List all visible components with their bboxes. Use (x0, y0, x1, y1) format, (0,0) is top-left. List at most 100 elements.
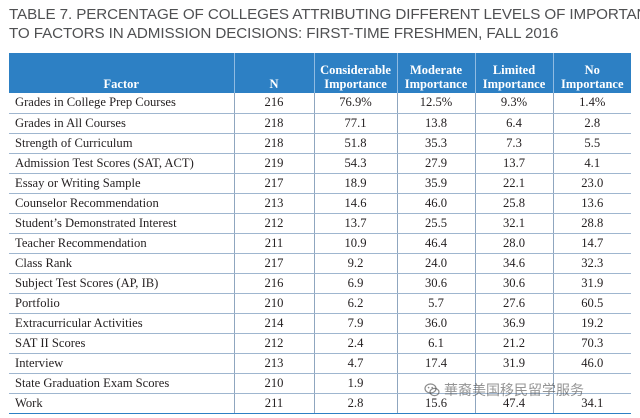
considerable-cell: 51.8 (314, 133, 398, 154)
no-importance-cell: 14.7 (553, 233, 631, 254)
limited-cell: 6.4 (475, 113, 554, 134)
header-label: Importance (324, 77, 387, 91)
moderate-cell: 35.9 (397, 173, 476, 194)
no-importance-cell: 31.9 (553, 273, 631, 294)
considerable-cell: 76.9% (314, 93, 398, 114)
factor-cell: Grades in All Courses (9, 113, 235, 134)
considerable-cell: 10.9 (314, 233, 398, 254)
header-label: N (269, 77, 279, 91)
n-cell: 211 (234, 233, 315, 254)
no-importance-cell: 60.5 (553, 293, 631, 314)
table-row: Grades in All Courses 218 77.1 13.8 6.4 2.8 (9, 113, 631, 134)
caption-line-2: TO FACTORS IN ADMISSION DECISIONS: FIRST… (9, 25, 559, 42)
header-label: Importance (561, 77, 624, 91)
header-label: Factor (103, 77, 139, 91)
limited-cell: 21.2 (475, 333, 554, 354)
limited-cell: 9.3% (475, 93, 554, 114)
no-importance-cell: 19.2 (553, 313, 631, 334)
limited-cell: 28.0 (475, 233, 554, 254)
limited-cell: 22.1 (475, 173, 554, 194)
table-row: Grades in College Prep Courses 216 76.9% 12… (9, 93, 631, 114)
n-cell: 214 (234, 313, 315, 334)
no-importance-cell: 32.3 (553, 253, 631, 274)
factor-cell: Teacher Recommendation (9, 233, 235, 254)
moderate-cell: 27.9 (397, 153, 476, 174)
no-importance-cell: 28.8 (553, 213, 631, 234)
table-caption: TABLE 7. PERCENTAGE OF COLLEGES ATTRIBUT… (9, 5, 640, 43)
considerable-cell: 14.6 (314, 193, 398, 214)
moderate-cell: 5.7 (397, 293, 476, 314)
table-row: Essay or Writing Sample 217 18.9 35.9 22.1 23… (9, 173, 631, 194)
moderate-cell: 15.6 (397, 393, 476, 414)
header-considerable: Considerable Importance (314, 53, 398, 93)
header-label: No (584, 63, 600, 77)
moderate-cell (397, 373, 476, 394)
moderate-cell: 46.0 (397, 193, 476, 214)
table-header-row: Factor N Considerable Importance Moderate Imp… (9, 53, 631, 93)
moderate-cell: 36.0 (397, 313, 476, 334)
header-n: N (234, 53, 315, 93)
table-row: Subject Test Scores (AP, IB) 216 6.9 30.6 30… (9, 273, 631, 294)
factor-cell: State Graduation Exam Scores (9, 373, 235, 394)
moderate-cell: 46.4 (397, 233, 476, 254)
n-cell: 219 (234, 153, 315, 174)
factor-cell: Strength of Curriculum (9, 133, 235, 154)
limited-cell: 31.9 (475, 353, 554, 374)
n-cell: 217 (234, 253, 315, 274)
table-row: Portfolio 210 6.2 5.7 27.6 60.5 (9, 293, 631, 314)
considerable-cell: 18.9 (314, 173, 398, 194)
n-cell: 218 (234, 113, 315, 134)
table-row: SAT II Scores 212 2.4 6.1 21.2 70.3 (9, 333, 631, 354)
n-cell: 218 (234, 133, 315, 154)
factor-cell: Counselor Recommendation (9, 193, 235, 214)
table-row: Strength of Curriculum 218 51.8 35.3 7.3 5.5 (9, 133, 631, 154)
factor-cell: Class Rank (9, 253, 235, 274)
considerable-cell: 1.9 (314, 373, 398, 394)
no-importance-cell: 46.0 (553, 353, 631, 374)
considerable-cell: 54.3 (314, 153, 398, 174)
n-cell: 212 (234, 333, 315, 354)
header-label: Moderate (409, 63, 463, 77)
considerable-cell: 7.9 (314, 313, 398, 334)
moderate-cell: 6.1 (397, 333, 476, 354)
n-cell: 217 (234, 173, 315, 194)
no-importance-cell: 4.1 (553, 153, 631, 174)
no-importance-cell: 2.8 (553, 113, 631, 134)
header-label: Considerable (320, 63, 391, 77)
table-row: Student’s Demonstrated Interest 212 13.7 25… (9, 213, 631, 234)
no-importance-cell: 1.4% (553, 93, 631, 114)
limited-cell: 27.6 (475, 293, 554, 314)
header-no: No Importance (553, 53, 631, 93)
n-cell: 213 (234, 353, 315, 374)
considerable-cell: 77.1 (314, 113, 398, 134)
limited-cell: 30.6 (475, 273, 554, 294)
factor-cell: Admission Test Scores (SAT, ACT) (9, 153, 235, 174)
considerable-cell: 4.7 (314, 353, 398, 374)
factor-cell: SAT II Scores (9, 333, 235, 354)
n-cell: 210 (234, 373, 315, 394)
considerable-cell: 13.7 (314, 213, 398, 234)
moderate-cell: 13.8 (397, 113, 476, 134)
n-cell: 213 (234, 193, 315, 214)
factor-cell: Portfolio (9, 293, 235, 314)
watermark: 華裔美国移民留学服务 (424, 380, 584, 400)
factor-cell: Subject Test Scores (AP, IB) (9, 273, 235, 294)
factor-cell: Work (9, 393, 235, 414)
moderate-cell: 35.3 (397, 133, 476, 154)
table-body: Grades in College Prep Courses 216 76.9% 12… (9, 93, 631, 414)
considerable-cell: 6.2 (314, 293, 398, 314)
header-factor: Factor (9, 53, 235, 93)
no-importance-cell: 34.1 (553, 393, 631, 414)
header-limited: Limited Importance (475, 53, 554, 93)
n-cell: 216 (234, 273, 315, 294)
limited-cell: 25.8 (475, 193, 554, 214)
header-label: Limited (492, 63, 536, 77)
n-cell: 212 (234, 213, 315, 234)
moderate-cell: 17.4 (397, 353, 476, 374)
factor-cell: Student’s Demonstrated Interest (9, 213, 235, 234)
limited-cell: 36.9 (475, 313, 554, 334)
table-row: Teacher Recommendation 211 10.9 46.4 28.0 14.… (9, 233, 631, 254)
caption-line-1: TABLE 7. PERCENTAGE OF COLLEGES ATTRIBUT… (9, 6, 640, 23)
no-importance-cell: 13.6 (553, 193, 631, 214)
considerable-cell: 9.2 (314, 253, 398, 274)
